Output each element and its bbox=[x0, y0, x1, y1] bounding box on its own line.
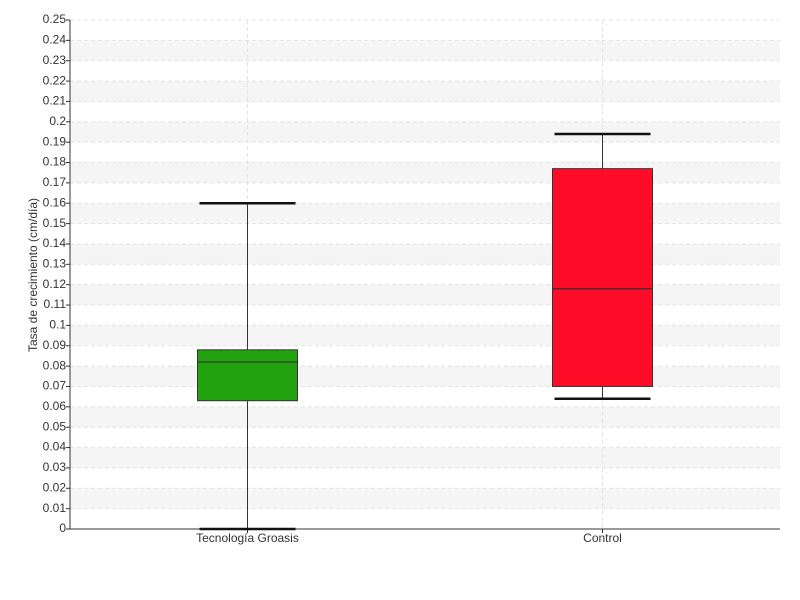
y-tick-label: 0.2 bbox=[49, 114, 66, 128]
grid-band bbox=[70, 488, 780, 509]
grid-band bbox=[70, 366, 780, 387]
grid-band bbox=[70, 121, 780, 143]
box bbox=[197, 349, 298, 402]
y-tick-label: 0.02 bbox=[43, 480, 67, 494]
y-tick-label: 0.21 bbox=[43, 94, 67, 108]
y-tick-label: 0.19 bbox=[43, 134, 67, 148]
y-tick-label: 0.16 bbox=[43, 195, 67, 209]
y-tick-label: 0.11 bbox=[44, 297, 67, 311]
grid-band bbox=[70, 284, 780, 306]
y-tick-label: 0.04 bbox=[43, 440, 67, 454]
grid-band bbox=[70, 406, 780, 428]
y-tick-label: 0.01 bbox=[43, 501, 67, 515]
box bbox=[552, 168, 653, 387]
y-tick-label: 0 bbox=[59, 521, 66, 535]
y-tick-label: 0.08 bbox=[43, 358, 67, 372]
grid-band bbox=[70, 81, 780, 102]
grid-band bbox=[70, 325, 780, 346]
x-tick-label: Tecnología Groasis bbox=[196, 531, 299, 545]
y-tick-label: 0.18 bbox=[43, 155, 67, 169]
grid-band bbox=[70, 203, 780, 224]
y-tick-label: 0.24 bbox=[43, 33, 67, 47]
grid-band bbox=[70, 243, 780, 265]
y-tick-label: 0.05 bbox=[43, 419, 67, 433]
y-axis-label: Tasa de crecimiento (cm/día) bbox=[26, 198, 40, 352]
y-tick-label: 0.22 bbox=[43, 73, 67, 87]
y-tick-label: 0.1 bbox=[49, 318, 66, 332]
y-tick-label: 0.15 bbox=[43, 216, 67, 230]
grid-band bbox=[70, 447, 780, 468]
y-tick-label: 0.14 bbox=[43, 236, 67, 250]
grid-band bbox=[70, 162, 780, 183]
y-tick-label: 0.25 bbox=[43, 12, 67, 26]
y-tick-label: 0.17 bbox=[43, 175, 67, 189]
y-tick-label: 0.06 bbox=[43, 399, 67, 413]
y-tick-label: 0.09 bbox=[43, 338, 67, 352]
y-tick-label: 0.03 bbox=[43, 460, 67, 474]
y-tick-label: 0.07 bbox=[43, 379, 67, 393]
y-tick-label: 0.12 bbox=[43, 277, 67, 291]
y-tick-label: 0.13 bbox=[43, 256, 67, 270]
grid-band bbox=[70, 40, 780, 61]
y-tick-label: 0.23 bbox=[43, 53, 67, 67]
x-tick-label: Control bbox=[583, 531, 622, 545]
